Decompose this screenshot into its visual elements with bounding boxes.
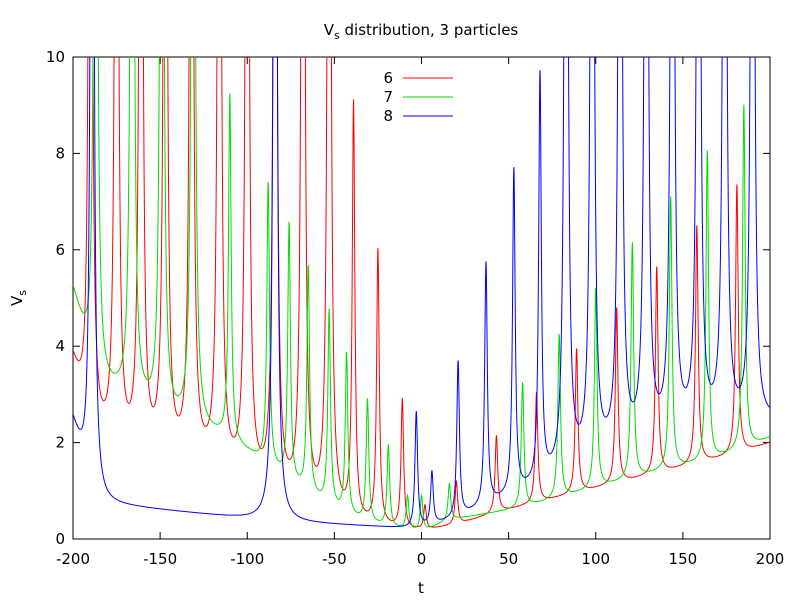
x-tick-label-8: 200 <box>756 550 785 568</box>
y-tick-label-3: 6 <box>55 241 65 259</box>
chart-title: Vs distribution, 3 particles <box>324 21 519 42</box>
x-tick-label-0: -200 <box>56 550 90 568</box>
series-line-7 <box>73 57 770 528</box>
x-tick-label-2: -100 <box>230 550 264 568</box>
series-line-8 <box>73 57 770 527</box>
y-axis-label-main: V <box>8 295 26 306</box>
series-layer <box>73 57 770 528</box>
axis-tick-labels: -200 -150 -100 -50 0 50 100 150 200 0 2 4 6 8 10 <box>46 48 784 568</box>
plot-frame <box>72 56 771 540</box>
x-tick-label-4: 0 <box>417 550 427 568</box>
chart-title-main: V <box>324 21 335 39</box>
y-tick-label-4: 8 <box>55 144 65 162</box>
legend-label-8: 8 <box>383 107 393 125</box>
x-tick-label-5: 50 <box>499 550 518 568</box>
legend: 678 <box>383 69 453 125</box>
legend-label-6: 6 <box>383 69 393 87</box>
y-tick-label-1: 2 <box>55 434 65 452</box>
chart-title-rest: distribution, 3 particles <box>340 21 519 39</box>
y-tick-label-5: 10 <box>46 48 65 66</box>
chart-title-subscript: s <box>334 29 340 42</box>
x-axis-label: t <box>418 579 424 597</box>
x-tick-label-7: 150 <box>669 550 698 568</box>
series-line-6 <box>73 57 770 528</box>
y-tick-label-0: 0 <box>55 530 65 548</box>
legend-label-7: 7 <box>383 88 393 106</box>
axis-ticks <box>72 56 771 540</box>
x-tick-label-3: -50 <box>322 550 347 568</box>
y-tick-label-2: 4 <box>55 337 65 355</box>
y-axis-label: Vs <box>8 290 29 306</box>
x-tick-label-6: 100 <box>581 550 610 568</box>
y-axis-label-subscript: s <box>16 290 29 296</box>
x-tick-label-1: -150 <box>143 550 177 568</box>
